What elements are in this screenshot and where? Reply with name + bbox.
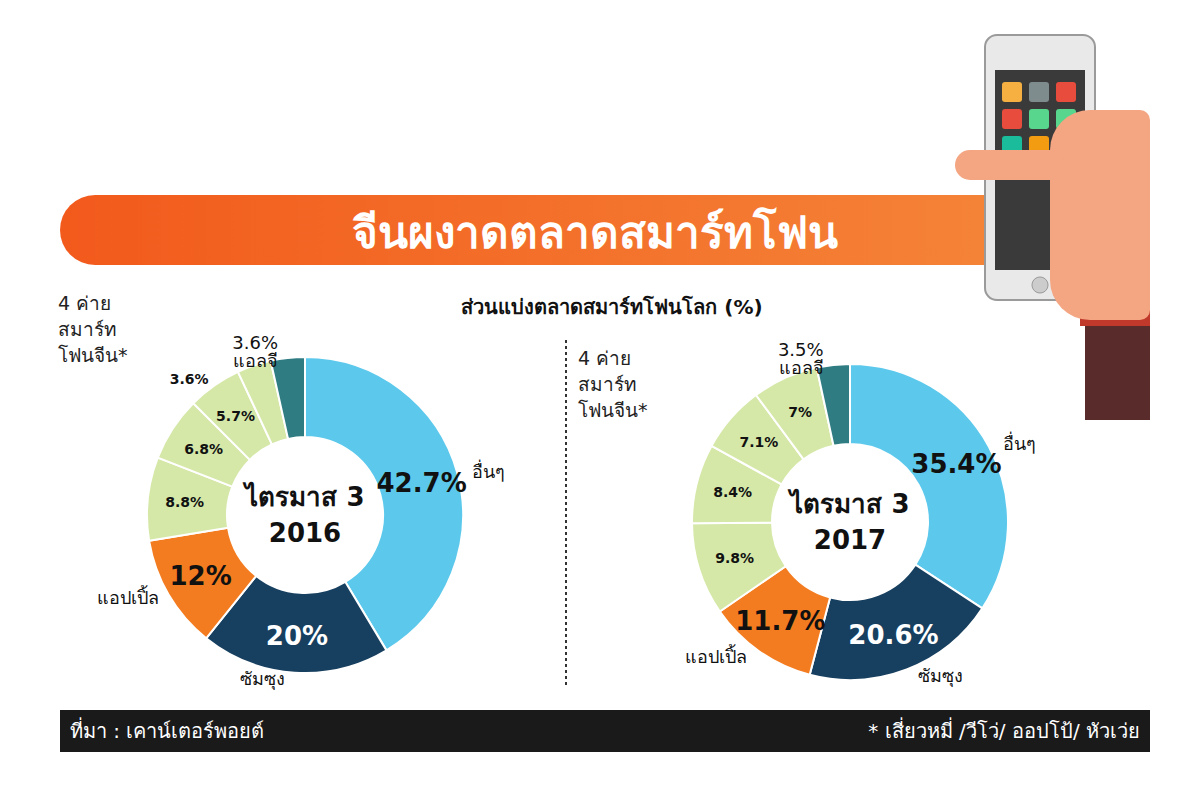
svg-text:โฟนจีน*: โฟนจีน* [578,399,648,421]
svg-text:4 ค่าย: 4 ค่าย [58,292,111,314]
svg-text:ซัมซุง: ซัมซุง [240,668,285,690]
svg-text:20%: 20% [266,621,328,651]
svg-text:3.5%: 3.5% [777,339,824,361]
svg-text:7%: 7% [788,404,812,420]
svg-text:สมาร์ท: สมาร์ท [578,373,637,395]
svg-text:9.8%: 9.8% [715,550,754,566]
svg-text:สมาร์ท: สมาร์ท [58,318,117,340]
svg-text:แอลจี: แอลจี [233,350,278,371]
svg-text:5.7%: 5.7% [216,408,255,424]
svg-text:2017: 2017 [814,525,886,555]
svg-text:6.8%: 6.8% [184,441,223,457]
svg-text:7.1%: 7.1% [739,434,778,450]
svg-text:โฟนจีน*: โฟนจีน* [58,344,128,366]
svg-text:ไตรมาส 3: ไตรมาส 3 [242,481,364,512]
svg-text:42.7%: 42.7% [376,468,466,498]
svg-text:3.6%: 3.6% [170,371,209,387]
svg-text:จีนผงาดตลาดสมาร์ทโฟน: จีนผงาดตลาดสมาร์ทโฟน [352,206,838,258]
svg-text:35.4%: 35.4% [911,449,1001,479]
svg-text:12%: 12% [169,561,231,591]
svg-text:ไตรมาส 3: ไตรมาส 3 [787,488,909,519]
svg-text:ซัมซุง: ซัมซุง [918,665,963,687]
svg-text:อื่นๆ: อื่นๆ [472,459,505,482]
svg-text:ที่มา : เคาน์เตอร์พอยต์: ที่มา : เคาน์เตอร์พอยต์ [70,717,264,743]
svg-text:ส่วนแบ่งตลาดสมาร์ทโฟนโลก (%): ส่วนแบ่งตลาดสมาร์ทโฟนโลก (%) [461,295,762,319]
svg-text:อื่นๆ: อื่นๆ [1003,431,1036,454]
svg-text:4 ค่าย: 4 ค่าย [578,347,631,369]
svg-text:11.7%: 11.7% [735,606,825,636]
svg-text:20.6%: 20.6% [848,620,938,650]
svg-text:8.4%: 8.4% [713,484,752,500]
svg-text:แอปเปิ้ล: แอปเปิ้ล [685,644,747,667]
svg-text:* เสี่ยวหมี่ /วีโว่/ ออปโป้/ ห: * เสี่ยวหมี่ /วีโว่/ ออปโป้/ หัวเว่ย [868,717,1140,743]
svg-text:2016: 2016 [269,518,341,548]
svg-text:แอปเปิ้ล: แอปเปิ้ล [97,585,159,608]
svg-text:8.8%: 8.8% [165,494,204,510]
svg-text:แอลจี: แอลจี [779,357,824,378]
svg-text:3.6%: 3.6% [232,332,279,354]
